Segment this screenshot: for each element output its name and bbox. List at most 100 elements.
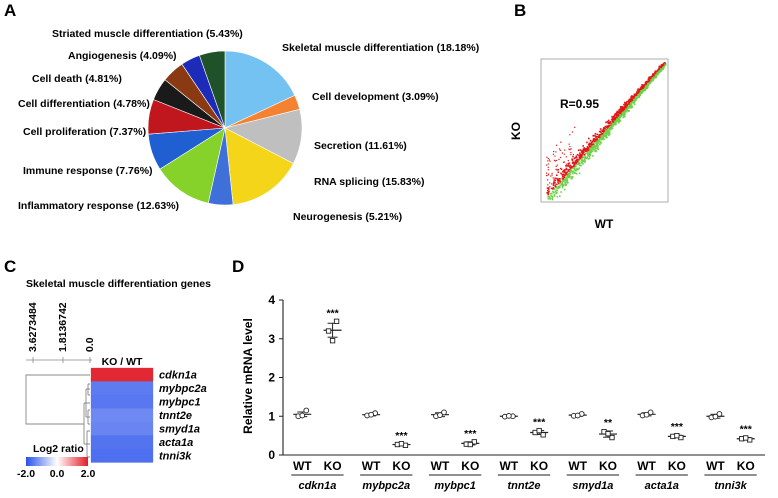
scatter-point [635,93,638,95]
scatter-point [634,96,637,98]
scatter-point [556,191,558,194]
scatter-point [565,168,568,171]
scatter-point [551,195,553,197]
scatter-point [585,150,588,152]
scatter-point [598,136,600,139]
scatter-point [597,146,599,149]
scatter-point [598,138,601,141]
scatter-point [597,141,600,143]
data-point [368,411,374,418]
scatter-point [658,66,661,69]
scatter-point [547,184,549,186]
scatter-point [616,114,618,116]
scatter-point [644,83,646,86]
scatter-point [555,192,557,195]
scatter-point [556,189,559,192]
scatter-point [634,100,636,102]
group-label: KO [461,459,479,473]
scatter-point [546,187,549,189]
scatter-point [624,110,626,112]
scatter-point [559,181,561,183]
y-tick-label: 2 [268,371,275,385]
heatmap-row-label: cdkn1a [159,370,197,382]
scatter-point [551,197,553,200]
correlation-scatter: R=0.95 KO WT [509,58,669,231]
heatmap-cell [90,381,154,396]
scatter-point [656,70,658,73]
scatter-point [549,197,551,199]
data-point [506,413,512,419]
scatter-point [596,142,598,145]
scatter-point [596,144,599,146]
scatter-point [564,149,566,151]
scatter-point [633,103,636,106]
y-tick-label: 0 [268,448,275,462]
scatter-point [596,136,598,138]
y-tick-label: 1 [268,409,275,423]
scatter-point [618,109,620,111]
scatter-point [630,96,632,98]
data-point [574,412,581,419]
scatter-point [596,147,599,150]
scatter-point [576,159,578,161]
scatter-point [584,161,586,163]
color-legend-bar [26,457,88,466]
scatter-point [633,97,636,99]
scatter-point [621,114,624,116]
scatter-point [615,121,617,124]
scatter-point [589,144,591,146]
scatter-point [582,156,584,159]
data-point [303,407,310,414]
group-label: WT [431,459,450,473]
scatter-point [639,90,641,92]
scatter-point [608,132,611,134]
gene-label: acta1a [645,480,679,492]
group-label: WT [362,459,381,473]
scatter-point [662,66,664,68]
scatter-point [563,153,565,155]
scatter-point [561,182,564,185]
scatter-point [572,153,574,156]
scatter-point [624,113,626,116]
scatter-point [644,88,647,91]
scatter-point [567,170,570,172]
heatmap-cell [90,448,154,463]
group-label: KO [530,459,548,473]
scatter-point [568,175,570,177]
scatter-point [620,106,623,108]
scatter-point [595,149,597,152]
scatter-point [565,177,568,179]
scatter-point [551,174,553,176]
scatter-point [618,116,620,119]
scatter-point [658,68,660,70]
scatter-point [559,195,561,198]
scatter-point [637,92,640,94]
scatter-point [567,172,570,175]
scatter-point [549,186,551,188]
scatter-point [583,147,585,149]
scatter-point [617,114,620,116]
scatter-point [557,181,559,183]
scatter-point [615,123,617,126]
data-point [536,427,542,434]
scatter-point [637,94,639,96]
scatter-point [646,81,649,84]
scatter-point [650,77,652,79]
scatter-point [571,170,574,173]
scatter-point [562,171,564,173]
scatter-point [579,157,582,160]
scatter-point [562,169,565,172]
scatter-point [626,107,628,109]
scatter-point [652,73,654,76]
scatter-point [552,187,555,189]
scatter-point [559,148,561,150]
scatter-point [612,120,615,122]
scatter-point [582,152,584,154]
scatter-point [598,130,601,133]
scatter-point [563,174,566,176]
legend-tick-mid: 0.0 [50,468,65,480]
tree-scale-label-2: 1.8136742 [57,302,69,352]
scatter-point [564,188,566,191]
scatter-point [565,172,568,175]
scatter-point [601,134,604,136]
